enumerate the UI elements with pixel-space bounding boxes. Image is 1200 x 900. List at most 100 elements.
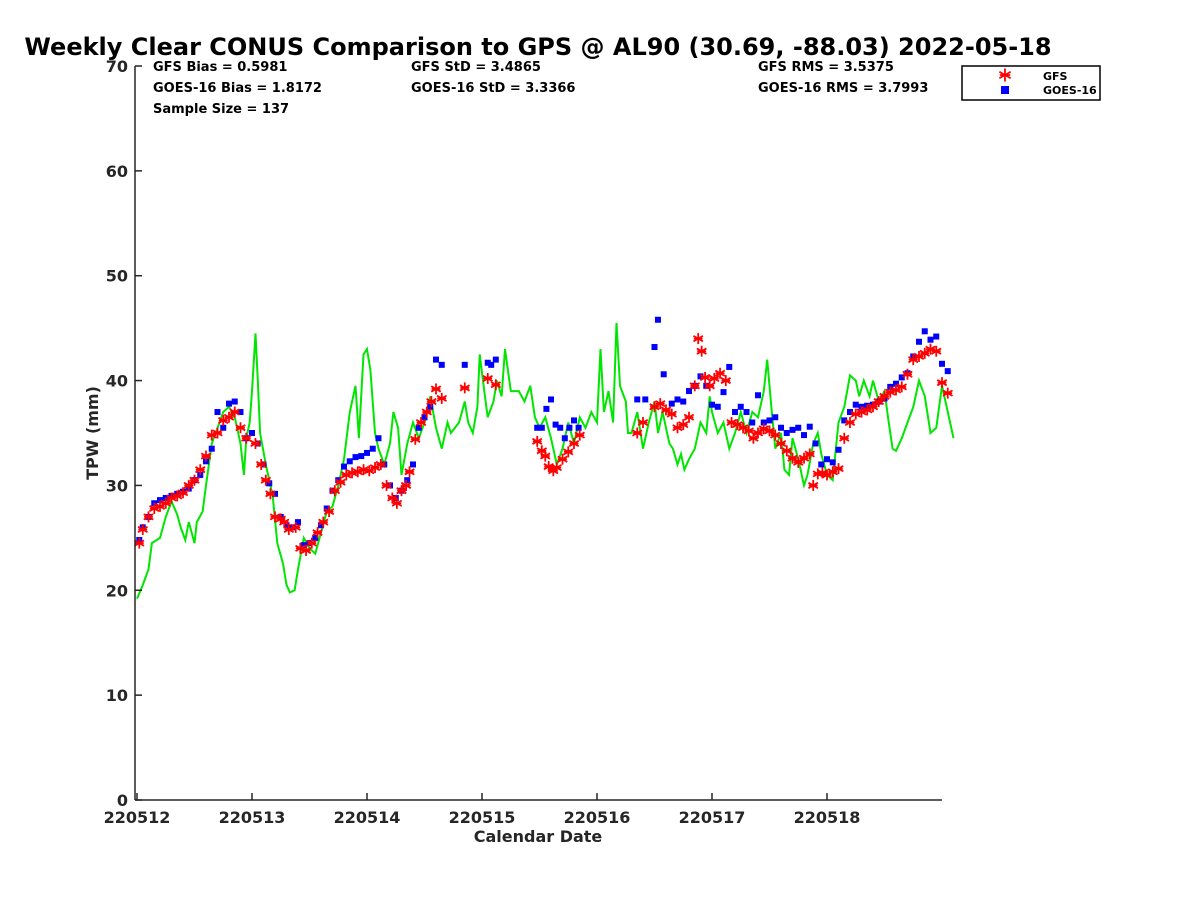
gfs-point xyxy=(743,425,755,437)
gfs-point xyxy=(873,396,884,408)
goes-point xyxy=(427,403,434,410)
goes-point xyxy=(835,446,842,453)
goes-point xyxy=(634,396,641,403)
goes-point xyxy=(766,417,773,424)
gfs-point xyxy=(375,458,387,470)
gps-series-line xyxy=(136,322,955,600)
goes-point xyxy=(806,423,813,430)
plot-area xyxy=(134,316,955,600)
gfs-point xyxy=(936,377,948,389)
gfs-point xyxy=(160,497,171,509)
gfs-point xyxy=(421,406,433,418)
gfs-point xyxy=(137,523,148,535)
goes-point xyxy=(566,424,573,431)
gfs-point xyxy=(387,492,398,504)
goes-point xyxy=(220,424,227,431)
gfs-point xyxy=(166,492,177,504)
goes-point xyxy=(829,459,836,466)
goes-point xyxy=(461,361,468,368)
goes-point xyxy=(720,389,727,396)
gfs-point xyxy=(312,527,323,539)
goes-point xyxy=(318,522,324,529)
gfs-point xyxy=(381,479,392,491)
goes-point xyxy=(824,456,830,463)
goes-point xyxy=(668,400,675,407)
gfs-point xyxy=(666,408,677,420)
gfs-point xyxy=(260,474,272,486)
goes-point xyxy=(300,542,307,549)
goes-point xyxy=(933,333,940,340)
goes-point xyxy=(916,338,922,345)
gfs-point xyxy=(436,392,447,404)
gfs-point xyxy=(391,497,403,509)
gfs-point xyxy=(709,372,720,384)
goes-point xyxy=(944,368,951,375)
goes-bias-text: GOES-16 Bias = 1.8172 xyxy=(153,81,322,96)
x-tick-label: 220515 xyxy=(449,808,516,827)
x-ticks: 220512 220513 220514 220515 220516 220517 2205… xyxy=(104,793,860,827)
goes-point xyxy=(484,359,491,366)
goes-point xyxy=(312,534,319,541)
gfs-point xyxy=(758,423,769,435)
goes-point xyxy=(812,440,819,447)
goes-point xyxy=(818,461,825,468)
goes-point xyxy=(651,344,658,351)
gfs-point xyxy=(290,521,301,533)
goes-point xyxy=(921,328,928,335)
goes-point xyxy=(492,356,499,363)
goes-point xyxy=(534,424,541,431)
goes-point xyxy=(272,490,278,497)
x-tick-label: 220514 xyxy=(334,808,401,827)
goes-point xyxy=(488,361,495,368)
goes-point xyxy=(778,424,784,431)
legend-gfs-marker xyxy=(998,68,1012,82)
goes-point xyxy=(939,360,945,367)
gfs-point xyxy=(364,465,375,477)
goes-point xyxy=(841,417,848,424)
goes-point xyxy=(749,419,756,426)
gfs-point xyxy=(183,479,194,491)
gfs-point xyxy=(678,419,689,431)
gfs-point xyxy=(540,450,551,462)
chart-title: Weekly Clear CONUS Comparison to GPS @ A… xyxy=(24,33,1051,61)
goes-point xyxy=(732,409,738,416)
goes-point xyxy=(548,396,554,403)
gfs-point xyxy=(844,417,856,429)
y-tick-label: 30 xyxy=(106,476,128,495)
y-axis-label: TPW (mm) xyxy=(83,386,102,480)
gfs-point xyxy=(223,411,235,423)
goes-point xyxy=(847,409,853,416)
gfs-point xyxy=(919,347,930,359)
gfs-std-text: GFS StD = 3.4865 xyxy=(411,60,541,75)
gfs-point xyxy=(278,516,290,528)
gfs-point xyxy=(568,437,580,449)
gfs-point xyxy=(430,383,442,395)
goes-point xyxy=(709,401,715,408)
gfs-point xyxy=(212,427,223,439)
gfs-point xyxy=(699,371,711,383)
legend-goes-label: GOES-16 xyxy=(1043,84,1097,97)
goes-point xyxy=(538,424,545,431)
y-tick-label: 60 xyxy=(106,162,128,181)
gfs-point xyxy=(241,432,252,444)
goes-point xyxy=(760,419,767,426)
gfs-point xyxy=(827,466,838,478)
goes-point xyxy=(346,458,353,465)
goes-point xyxy=(674,396,681,403)
gfs-point xyxy=(896,381,907,393)
gfs-point xyxy=(531,435,543,447)
gfs-point xyxy=(200,450,212,462)
goes-point xyxy=(266,480,273,487)
legend-goes-marker xyxy=(1001,86,1009,94)
gfs-point xyxy=(833,463,844,475)
gfs-point xyxy=(557,453,568,465)
gfs-point xyxy=(318,516,329,528)
goes-point xyxy=(697,373,704,380)
gfs-point xyxy=(692,333,704,345)
gfs-point xyxy=(189,474,200,486)
goes-point xyxy=(226,400,232,407)
gfs-point xyxy=(720,375,732,387)
goes-point xyxy=(323,505,330,512)
goes-point xyxy=(208,445,215,452)
